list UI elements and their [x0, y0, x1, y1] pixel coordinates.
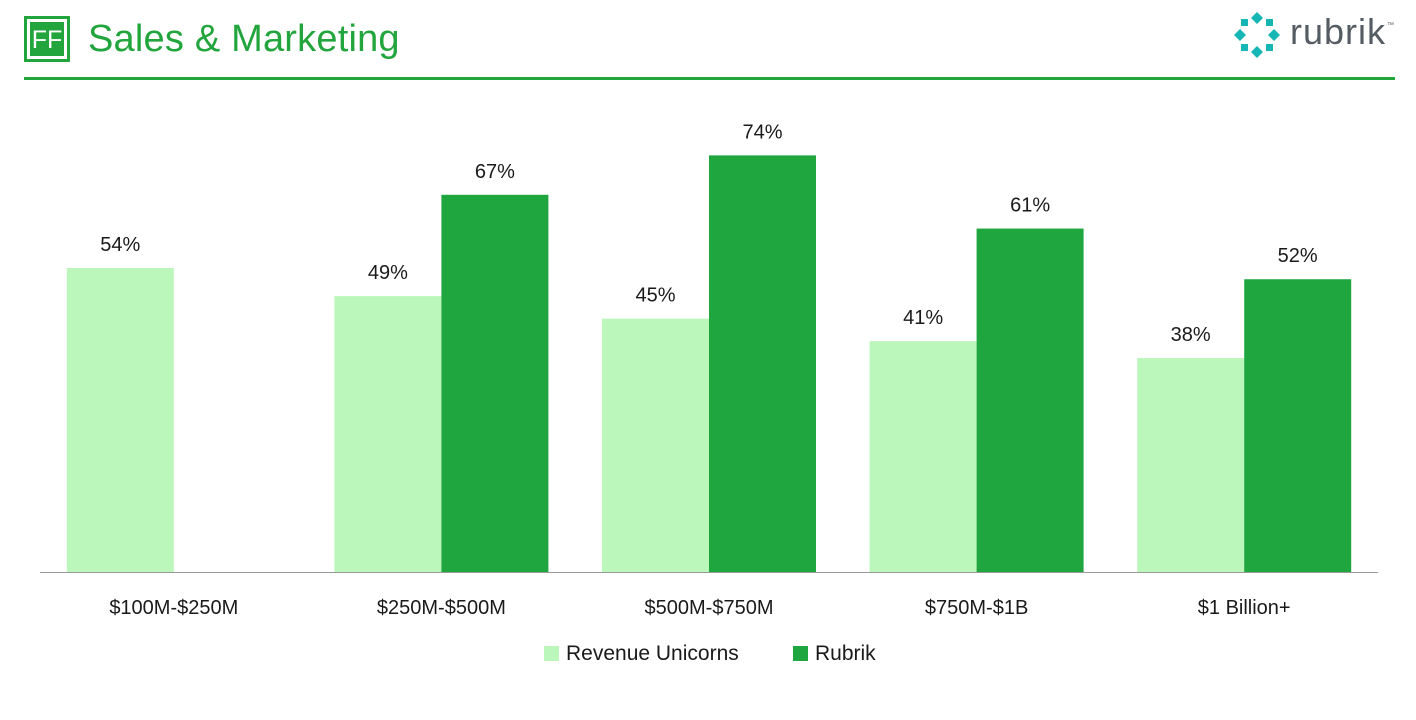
- data-label-revenue-unicorns-750m-1b: 41%: [903, 307, 943, 329]
- x-tick-label-250m-500m: $250M-$500M: [377, 597, 506, 619]
- bar-revenue-unicorns-500m-750m: [602, 318, 709, 572]
- legend-label-revenue-unicorns: Revenue Unicorns: [566, 642, 739, 665]
- rubrik-logo: rubrik ™: [1232, 10, 1397, 60]
- bar-revenue-unicorns-250m-500m: [334, 296, 442, 572]
- data-labels-group: 54% 49% 67% 45% 74% 41% 61% 38% 52%: [100, 121, 1318, 346]
- legend-label-rubrik: Rubrik: [815, 642, 876, 665]
- data-label-revenue-unicorns-500m-750m: 45%: [635, 285, 675, 307]
- x-tick-label-1-billion: $1 Billion+: [1198, 597, 1291, 619]
- bar-revenue-unicorns-750m-1b: [869, 341, 977, 572]
- data-label-revenue-unicorns-250m-500m: 49%: [368, 262, 408, 284]
- x-tick-label-750m-1b: $750M-$1B: [925, 597, 1028, 619]
- x-tick-label-100m-250m: $100M-$250M: [109, 597, 238, 619]
- x-tick-labels-group: $100M-$250M $250M-$500M $500M-$750M $750M-$…: [109, 597, 1290, 619]
- bar-rubrik-1-billion: [1244, 279, 1352, 572]
- bar-revenue-unicorns-100m-250m: [66, 267, 174, 572]
- data-label-rubrik-500m-750m: 74%: [742, 121, 782, 143]
- legend-swatch-rubrik: [793, 646, 808, 661]
- data-label-rubrik-750m-1b: 61%: [1010, 195, 1050, 217]
- rubrik-mark-icon: [1234, 12, 1280, 58]
- page-title: Sales & Marketing: [88, 18, 400, 60]
- data-label-rubrik-250m-500m: 67%: [475, 161, 515, 183]
- bars-group: [66, 155, 1352, 573]
- bar-rubrik-250m-500m: [441, 194, 549, 573]
- rubrik-wordmark: rubrik: [1290, 11, 1387, 52]
- bar-rubrik-500m-750m: [709, 155, 816, 572]
- bar-revenue-unicorns-1-billion: [1137, 358, 1245, 572]
- trademark-symbol: ™: [1387, 22, 1394, 29]
- svg-text:FF: FF: [32, 26, 63, 54]
- ff-logo: FF: [24, 16, 70, 62]
- bar-rubrik-750m-1b: [976, 228, 1084, 572]
- x-tick-label-500m-750m: $500M-$750M: [645, 597, 774, 619]
- data-label-rubrik-1-billion: 52%: [1278, 245, 1318, 267]
- title-divider: [24, 77, 1395, 80]
- data-label-revenue-unicorns-100m-250m: 54%: [100, 234, 140, 256]
- legend: Revenue Unicorns Rubrik: [544, 642, 876, 665]
- legend-swatch-revenue-unicorns: [544, 646, 559, 661]
- data-label-revenue-unicorns-1-billion: 38%: [1171, 324, 1211, 346]
